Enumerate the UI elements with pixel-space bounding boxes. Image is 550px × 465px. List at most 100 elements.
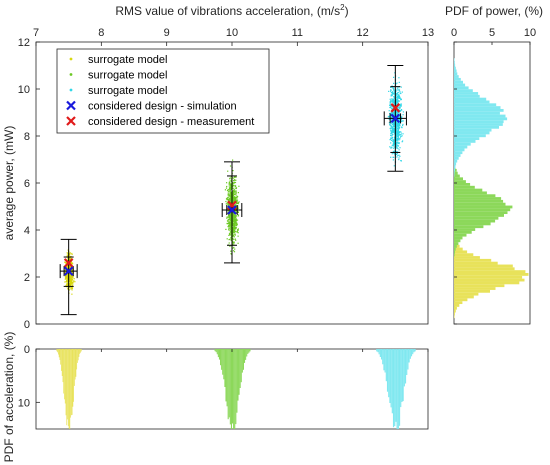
scatter-point <box>229 215 231 217</box>
scatter-point <box>389 146 391 148</box>
scatter-point <box>400 109 402 111</box>
acceleration-pdf-bin <box>394 349 396 426</box>
scatter-point <box>64 272 66 274</box>
acceleration-pdf-bin <box>67 349 69 427</box>
acceleration-pdf-bin <box>64 349 65 400</box>
scatter-point <box>237 203 239 205</box>
right-x-tick-label: 0 <box>451 27 457 39</box>
scatter-point <box>235 223 237 225</box>
x-tick-label: 11 <box>292 27 303 39</box>
scatter-point <box>390 127 392 129</box>
scatter-point <box>235 222 237 224</box>
scatter-point <box>237 202 239 204</box>
acceleration-pdf-bin <box>236 349 238 413</box>
scatter-point <box>228 218 230 220</box>
scatter-point <box>236 224 238 226</box>
scatter-point <box>396 100 398 102</box>
scatter-point <box>234 181 237 184</box>
scatter-point <box>237 228 239 230</box>
scatter-point <box>398 93 400 95</box>
scatter-point <box>402 120 404 122</box>
acceleration-pdf-bin <box>239 349 241 388</box>
scatter-point <box>396 114 398 116</box>
scatter-point <box>233 230 235 232</box>
power-pdf-bin <box>454 304 460 307</box>
power-pdf-bin <box>454 250 468 254</box>
scatter-point <box>230 196 232 198</box>
scatter-point <box>71 284 74 286</box>
scatter-point <box>232 220 234 222</box>
scatter-point <box>390 130 392 132</box>
scatter-point <box>237 196 239 198</box>
scatter-point <box>399 104 401 106</box>
scatter-point <box>396 138 398 140</box>
acceleration-pdf-bin <box>79 349 81 354</box>
power-pdf-bin <box>454 80 463 84</box>
scatter-point <box>397 132 399 135</box>
scatter-point <box>393 156 395 158</box>
power-pdf-bin <box>454 205 513 209</box>
scatter-point <box>393 97 395 99</box>
scatter-point <box>390 118 392 120</box>
acceleration-pdf-bin <box>56 349 58 352</box>
scatter-point <box>395 140 397 142</box>
power-pdf-bin <box>454 247 456 251</box>
scatter-point <box>398 118 400 120</box>
scatter-point <box>67 253 69 255</box>
scatter-point <box>399 121 401 123</box>
scatter-point <box>393 99 395 101</box>
acceleration-pdf-bin <box>391 349 393 414</box>
acceleration-pdf-bin <box>74 349 75 386</box>
scatter-point <box>399 138 401 140</box>
scatter-point <box>390 142 392 144</box>
acceleration-pdf-bin <box>229 349 231 425</box>
scatter-point <box>398 97 400 99</box>
scatter-point <box>225 203 227 205</box>
scatter-point <box>393 102 395 104</box>
scatter-point <box>226 185 228 188</box>
scatter-point <box>235 224 238 226</box>
acceleration-pdf-bin <box>390 349 392 408</box>
scatter-point <box>399 91 401 93</box>
scatter-point <box>230 194 232 197</box>
acceleration-pdf-bin <box>240 349 242 383</box>
scatter-point <box>66 283 68 285</box>
legend-dot-icon <box>69 57 73 61</box>
scatter-point <box>66 252 68 254</box>
scatter-point <box>402 140 404 142</box>
scatter-point <box>389 101 391 103</box>
power-pdf-bin <box>454 145 468 149</box>
scatter-point <box>68 275 70 277</box>
power-pdf-bin <box>454 250 455 254</box>
scatter-point <box>399 124 401 126</box>
acceleration-pdf-bin <box>242 349 244 370</box>
scatter-point <box>389 112 391 115</box>
legend-dot-icon <box>69 73 73 76</box>
scatter-point <box>233 180 235 182</box>
x-tick-label: 12 <box>357 27 369 39</box>
acceleration-pdf-bin <box>392 349 395 428</box>
scatter-point <box>225 187 228 189</box>
scatter-point <box>401 91 403 93</box>
scatter-point <box>228 214 230 216</box>
acceleration-pdf-bin <box>382 349 384 365</box>
scatter-point <box>390 100 392 102</box>
scatter-point <box>228 229 230 231</box>
scatter-point <box>69 286 71 288</box>
scatter-point <box>389 104 391 106</box>
scatter-point <box>396 128 398 130</box>
scatter-point <box>233 228 235 230</box>
scatter-point <box>396 140 398 142</box>
scatter-point <box>235 190 237 192</box>
scatter-point <box>229 178 231 180</box>
acceleration-pdf-bin <box>66 349 68 426</box>
scatter-point <box>69 273 71 275</box>
scatter-point <box>232 229 234 231</box>
acceleration-pdf-bin <box>215 349 217 353</box>
bottom-y-tick-label: 0 <box>24 344 30 356</box>
power-pdf-bin <box>454 211 508 215</box>
scatter-point <box>232 222 234 224</box>
power-pdf-bin <box>454 202 506 206</box>
power-pdf-bin <box>454 66 456 70</box>
power-pdf-bin <box>454 253 474 257</box>
